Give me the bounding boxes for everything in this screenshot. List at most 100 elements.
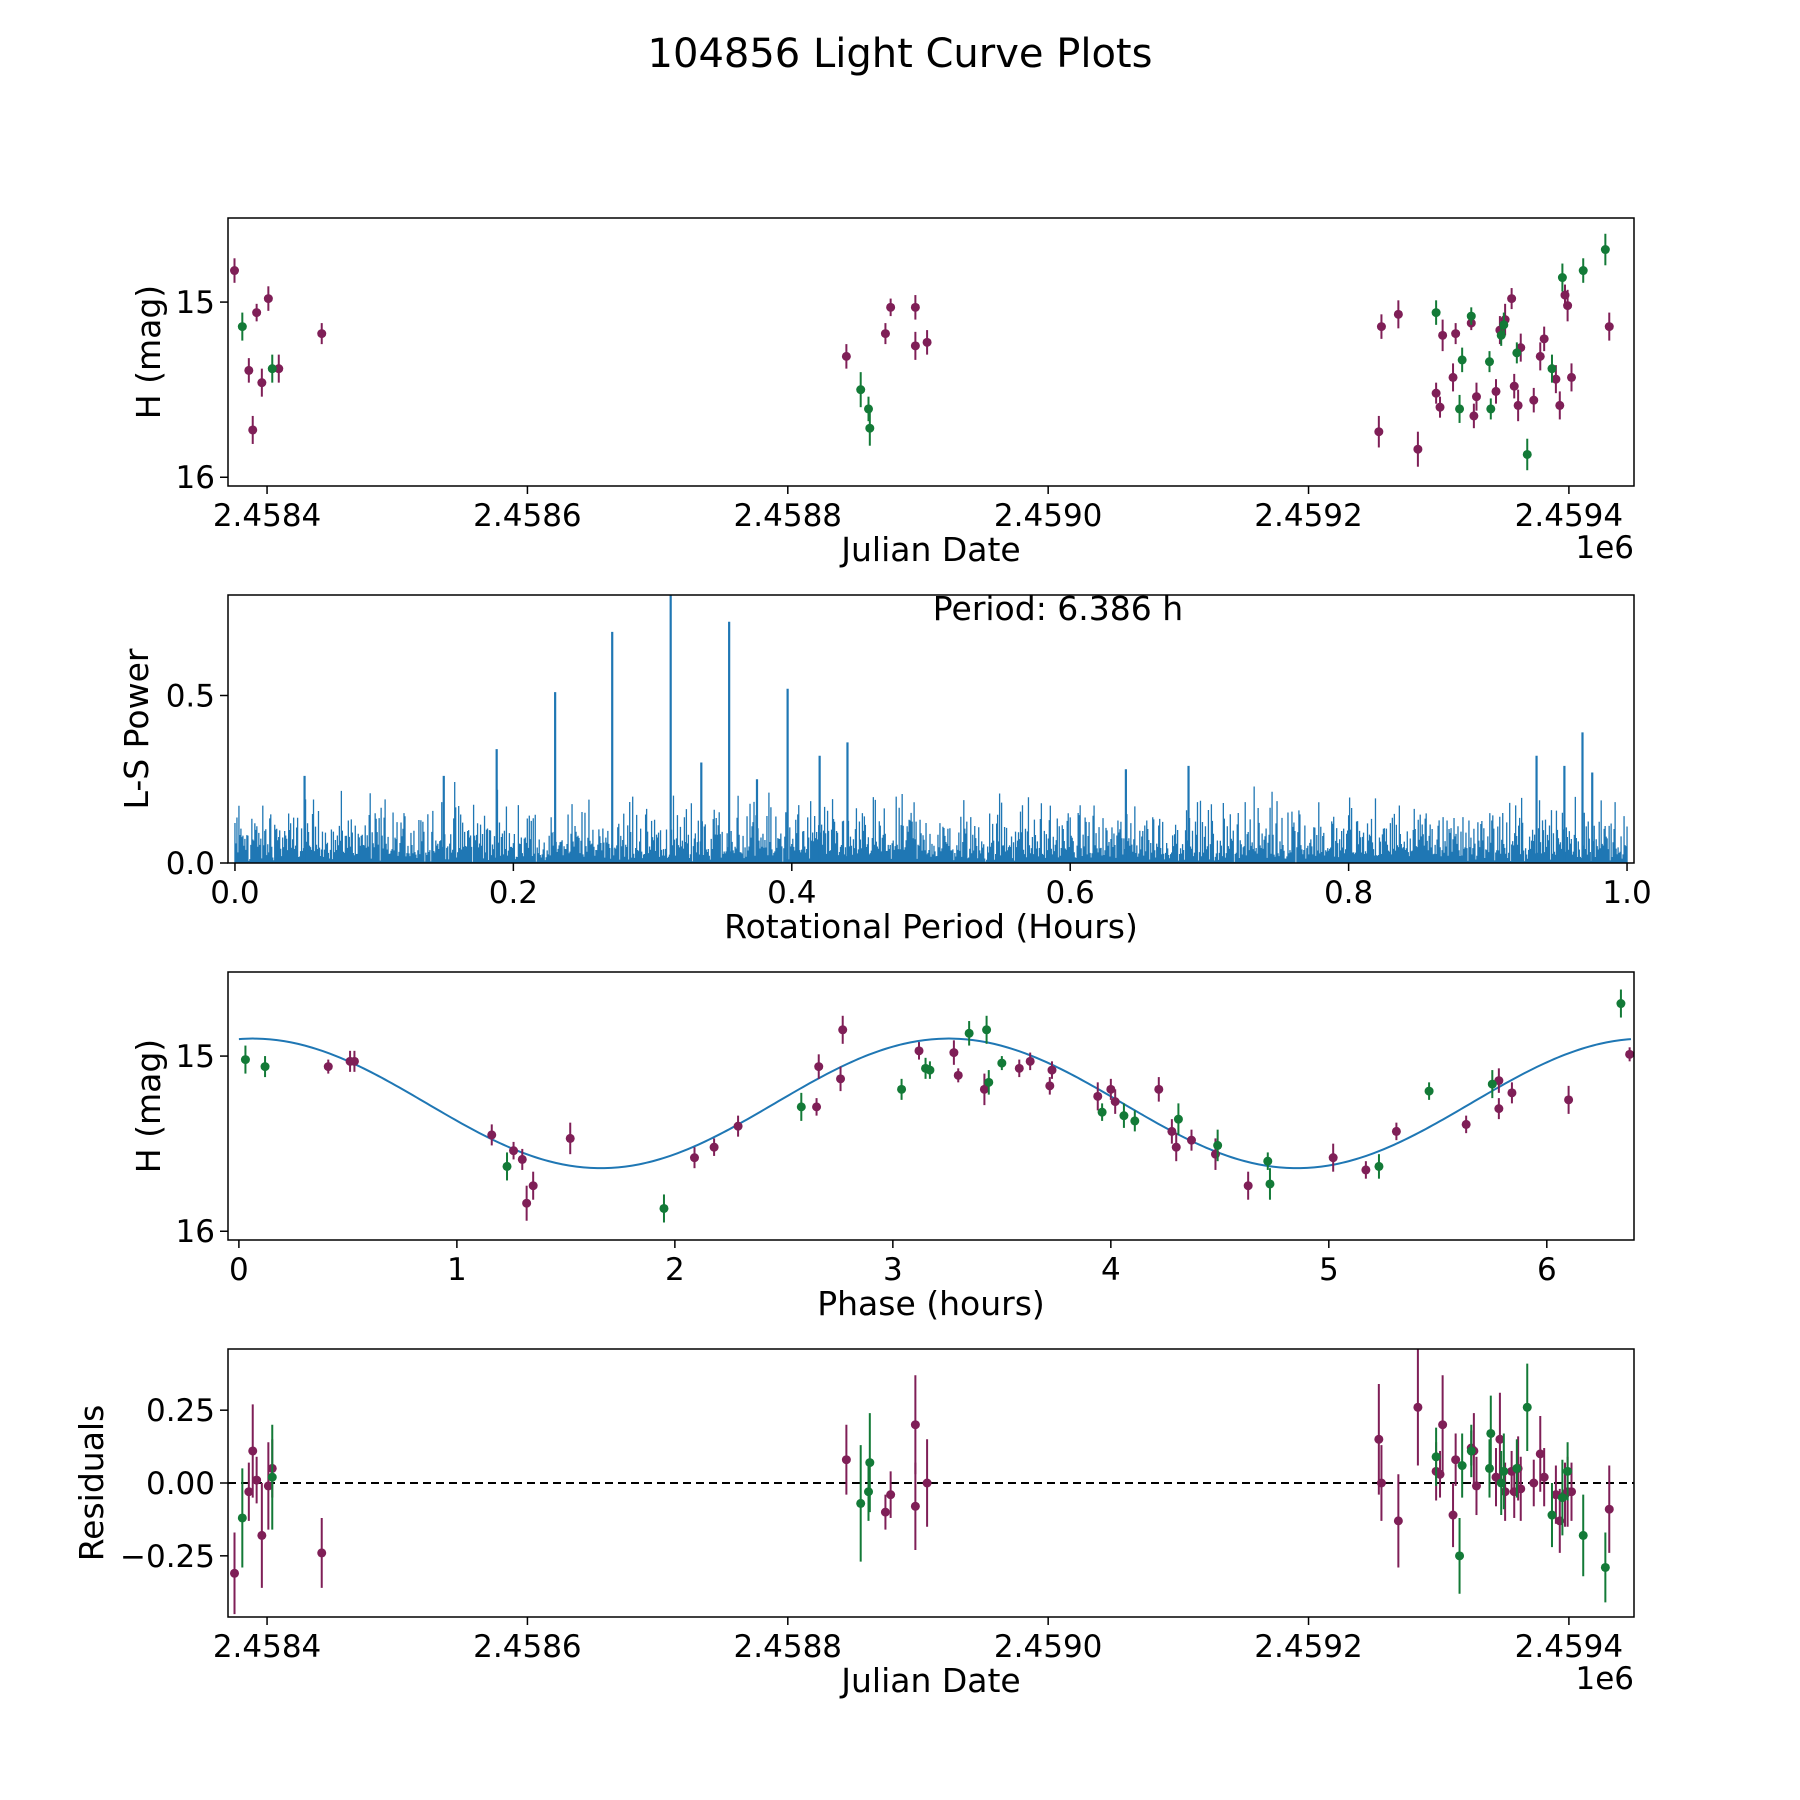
x-tick-label: 6 [1537, 1252, 1557, 1288]
data-point-green [1265, 1179, 1275, 1189]
x-tick-label: 2.4594 [1515, 1629, 1623, 1665]
x-tick-label: 1.0 [1602, 875, 1651, 911]
data-point-green [1431, 1452, 1441, 1462]
x-tick-label: 2.4586 [473, 1629, 581, 1665]
model-curve [238, 1037, 1632, 1170]
x-tick-label: 2.4584 [213, 498, 321, 534]
data-point-red [1045, 1081, 1055, 1091]
data-point-red [274, 364, 284, 374]
data-point-red [317, 329, 327, 339]
data-point-green [856, 1498, 866, 1508]
data-point-green [1374, 1161, 1384, 1171]
data-point-red [1438, 1420, 1448, 1430]
data-point-green [1466, 1446, 1476, 1456]
data-point-red [1551, 374, 1561, 384]
data-point-red [979, 1084, 989, 1094]
data-point-green [1487, 1079, 1497, 1089]
data-point-red [1376, 322, 1386, 332]
data-point-red [230, 1568, 240, 1578]
y-tick-label: 0.0 [166, 846, 215, 882]
data-point-red [1507, 1088, 1517, 1098]
data-point-green [1457, 1461, 1467, 1471]
data-point-red [1328, 1153, 1338, 1163]
x-tick-label: 2.4584 [213, 1629, 321, 1665]
data-point-red [1361, 1165, 1371, 1175]
data-point-green [1119, 1111, 1129, 1121]
x-tick-label: 0.6 [1046, 875, 1095, 911]
data-point-red [1451, 329, 1461, 339]
data-point-red [565, 1133, 575, 1143]
data-point-red [910, 1420, 920, 1430]
data-point-red [1529, 395, 1539, 405]
y-tick-label: −0.25 [120, 1539, 215, 1575]
data-point-green [1173, 1114, 1183, 1124]
data-point-red [252, 1475, 262, 1485]
data-point-red [257, 378, 267, 388]
data-point-green [1557, 273, 1567, 283]
data-point-green [1466, 311, 1476, 321]
x-tick-label: 2.4586 [473, 498, 581, 534]
data-point-red [812, 1102, 822, 1112]
data-point-red [1374, 427, 1384, 437]
data-point-green [897, 1084, 907, 1094]
data-point-green [1213, 1140, 1223, 1150]
data-point-red [1106, 1084, 1116, 1094]
data-point-red [1625, 1049, 1634, 1059]
data-point-green [260, 1062, 270, 1072]
data-point-red [1509, 381, 1519, 391]
x-tick-label: 2 [665, 1252, 685, 1288]
data-point-red [323, 1062, 333, 1072]
data-point-red [1604, 322, 1614, 332]
data-point-red [1471, 392, 1481, 402]
data-point-red [252, 308, 262, 318]
data-point-green [237, 322, 247, 332]
data-point-red [1448, 1510, 1458, 1520]
data-point-red [1567, 372, 1577, 382]
data-point-green [1563, 1466, 1573, 1476]
y-axis-label: H (mag) [129, 1039, 168, 1173]
data-point-red [1393, 309, 1403, 319]
data-point-red [1471, 1481, 1481, 1491]
x-axis-label: Rotational Period (Hours) [724, 907, 1138, 946]
data-point-red [910, 341, 920, 351]
data-point-red [914, 1046, 924, 1056]
data-point-red [886, 1490, 896, 1500]
y-tick-label: 15 [176, 1039, 215, 1075]
data-point-red [522, 1198, 532, 1208]
data-point-green [964, 1028, 974, 1038]
data-point-red [1461, 1119, 1471, 1129]
data-point-red [1494, 1104, 1504, 1114]
data-point-green [864, 1487, 874, 1497]
x-tick-label: 0.4 [767, 875, 816, 911]
data-point-red [487, 1130, 497, 1140]
x-tick-label: 5 [1319, 1252, 1339, 1288]
plot-area [228, 1349, 1634, 1615]
data-point-green [865, 423, 875, 433]
panel-phase-folded: 0 1 2 3 4 5 6 16 15 Phase (hours) H (mag) [129, 971, 1635, 1323]
data-point-red [1167, 1126, 1177, 1136]
data-point-green [1600, 1562, 1610, 1572]
data-point-red [349, 1056, 359, 1066]
x-tick-label: 2.4590 [994, 1629, 1102, 1665]
x-tick-label: 1 [447, 1252, 467, 1288]
data-point-green [1457, 355, 1467, 365]
data-point-red [1438, 330, 1448, 340]
axis-ticks: 2.4584 2.4586 2.4588 2.4590 2.4592 2.4594 0.25… [120, 1393, 1623, 1665]
data-point-red [1513, 400, 1523, 410]
data-point-red [1451, 1455, 1461, 1465]
data-point-red [1014, 1063, 1024, 1073]
data-point-green [237, 1513, 247, 1523]
axis-ticks: 0.0 0.2 0.4 0.6 0.8 1.0 0.0 0.5 [166, 679, 1652, 912]
data-point-green [1557, 1493, 1567, 1503]
data-point-red [1495, 1434, 1505, 1444]
data-point-red [836, 1074, 846, 1084]
data-point-red [248, 1446, 258, 1456]
data-point-green [1578, 1530, 1588, 1540]
data-point-green [1424, 1086, 1434, 1096]
x-axis-label: Julian Date [839, 530, 1021, 569]
data-point-red [528, 1181, 538, 1191]
data-point-red [814, 1062, 824, 1072]
axes-frame [227, 594, 1635, 864]
